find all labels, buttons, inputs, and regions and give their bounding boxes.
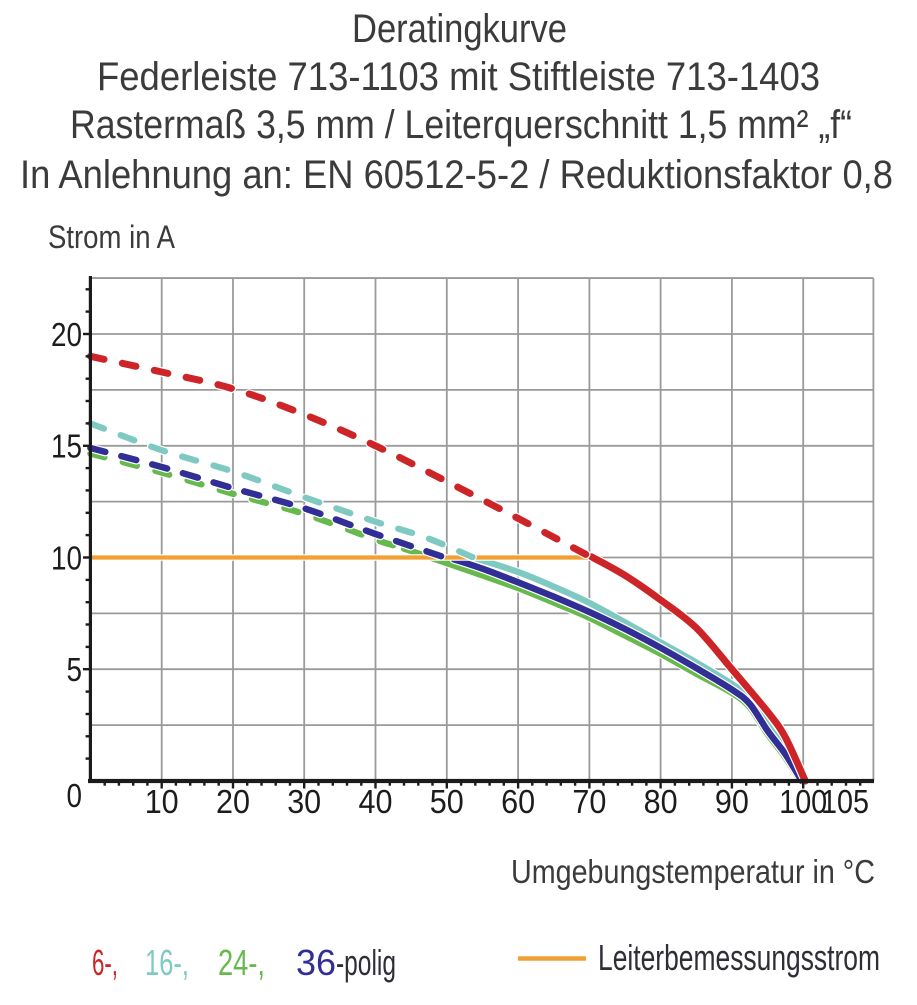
svg-text:36: 36 — [296, 942, 336, 983]
svg-text:50: 50 — [430, 783, 464, 820]
svg-text:10: 10 — [145, 783, 179, 820]
svg-text:15: 15 — [51, 428, 82, 465]
svg-text:20: 20 — [216, 783, 250, 820]
svg-text:10: 10 — [51, 539, 82, 576]
svg-text:6-,: 6-, — [92, 942, 118, 983]
svg-text:-polig: -polig — [336, 942, 396, 983]
svg-text:90: 90 — [715, 783, 749, 820]
svg-text:Federleiste 713-1103 mit Stift: Federleiste 713-1103 mit Stiftleiste 713… — [97, 55, 820, 99]
svg-text:80: 80 — [644, 783, 678, 820]
svg-text:105: 105 — [821, 783, 869, 820]
svg-text:Rastermaß 3,5 mm / Leiterquers: Rastermaß 3,5 mm / Leiterquerschnitt 1,5… — [70, 103, 852, 147]
svg-text:Deratingkurve: Deratingkurve — [352, 7, 567, 51]
svg-text:Strom in A: Strom in A — [48, 219, 176, 255]
svg-text:60: 60 — [501, 783, 535, 820]
svg-text:24-,: 24-, — [218, 942, 265, 983]
svg-text:Leiterbemessungsstrom: Leiterbemessungsstrom — [598, 937, 880, 978]
svg-text:100: 100 — [779, 783, 827, 820]
svg-text:16-,: 16-, — [145, 942, 189, 983]
svg-text:5: 5 — [67, 651, 83, 688]
svg-text:0: 0 — [67, 777, 83, 814]
svg-text:In Anlehnung an: EN 60512-5-2: In Anlehnung an: EN 60512-5-2 / Reduktio… — [20, 153, 893, 197]
svg-text:70: 70 — [572, 783, 606, 820]
svg-text:20: 20 — [51, 316, 82, 353]
svg-text:Umgebungstemperatur in °C: Umgebungstemperatur in °C — [511, 853, 875, 890]
svg-text:40: 40 — [359, 783, 393, 820]
svg-text:30: 30 — [287, 783, 321, 820]
